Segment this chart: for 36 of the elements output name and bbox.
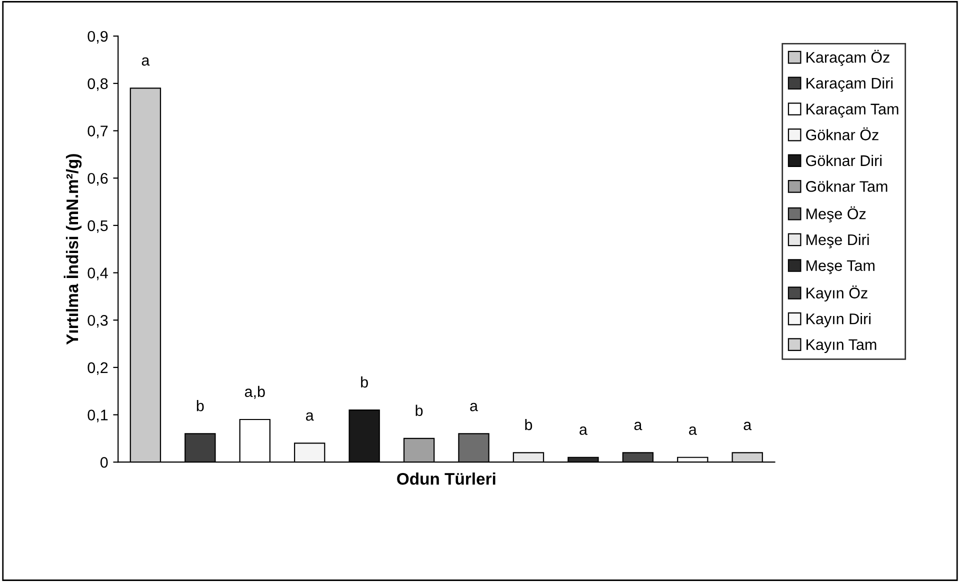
data-label: b <box>416 404 423 416</box>
data-label: a <box>634 422 642 430</box>
y-tick-label: 0,9 <box>88 30 108 44</box>
y-tick-label: 0,8 <box>88 78 108 91</box>
y-tick-label: 0,3 <box>88 314 108 328</box>
y-tick-label: 0,4 <box>88 268 108 280</box>
data-label: a <box>744 422 752 430</box>
y-tick-label: 0,1 <box>88 410 108 422</box>
data-label: a <box>580 426 588 435</box>
legend-label: Göknar Diri <box>806 154 882 166</box>
data-label: a <box>689 426 697 435</box>
legend-label: Göknar Öz <box>806 127 878 140</box>
data-label: a,b <box>244 386 265 399</box>
data-label: a <box>142 57 150 66</box>
y-tick-label: 0,2 <box>88 362 108 375</box>
data-label: a <box>470 402 478 412</box>
legend-label: Göknar Tam <box>806 180 888 192</box>
legend-label: Meşe Diri <box>806 234 869 248</box>
data-label: b <box>196 400 204 412</box>
y-tick-label: 0,7 <box>88 126 108 138</box>
legend-label: Kayın Öz <box>806 286 868 302</box>
legend-label: Kayın Diri <box>806 313 870 328</box>
y-tick-label: 0 <box>100 456 108 468</box>
data-label: a <box>306 412 314 421</box>
y-tick-label: 0,6 <box>88 172 108 186</box>
y-tick-label: 0,5 <box>88 220 108 233</box>
y-axis-title: Yırtılma İndisi (mN.m²/g) <box>64 154 82 345</box>
data-label: b <box>525 418 532 430</box>
legend-label: Kayın Tam <box>806 339 876 354</box>
legend-label: Karaçam Diri <box>806 77 893 92</box>
data-label: b <box>361 376 368 388</box>
legend-label: Meşe Öz <box>806 206 866 222</box>
legend-label: Meşe Tam <box>806 260 874 274</box>
legend-label: Karaçam Öz <box>806 50 890 66</box>
x-axis-title: Odun Türleri <box>397 472 496 485</box>
legend-label: Karaçam Tam <box>806 104 898 118</box>
